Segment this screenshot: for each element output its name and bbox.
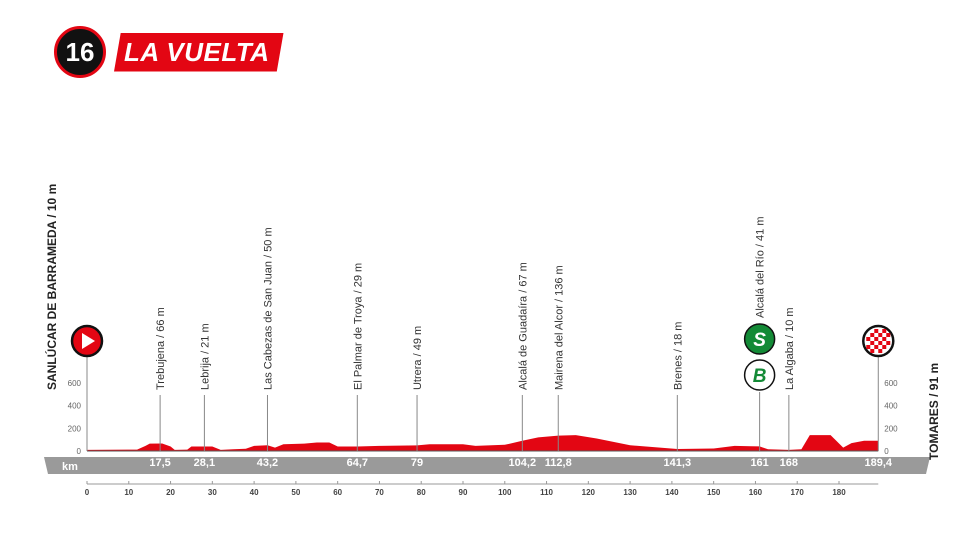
sprint-icon-letter: S xyxy=(753,330,766,351)
x-tick-label: 10 xyxy=(124,488,133,497)
x-tick-label: 120 xyxy=(582,488,596,497)
waypoint-km: 104,2 xyxy=(509,457,537,469)
checker-square xyxy=(866,345,871,349)
x-tick-label: 130 xyxy=(623,488,637,497)
checker-square xyxy=(882,329,887,333)
waypoint-km: 79 xyxy=(411,457,423,469)
waypoint-km: 112,8 xyxy=(545,457,572,469)
waypoint-name: La Algaba / 10 m xyxy=(784,307,796,390)
waypoint-km: 168 xyxy=(780,457,798,469)
waypoint-name: El Palmar de Troya / 29 m xyxy=(352,263,364,390)
play-icon xyxy=(82,333,95,349)
stage-number-badge: 16 xyxy=(54,26,106,78)
x-tick-label: 70 xyxy=(375,488,384,497)
waypoint-name: Brenes / 18 m xyxy=(672,322,684,390)
y-tick-label: 200 xyxy=(68,424,82,433)
km-band xyxy=(44,457,930,474)
elevation-profile xyxy=(87,435,879,451)
x-tick-label: 20 xyxy=(166,488,175,497)
waypoint-name: Lebrija / 21 m xyxy=(199,323,211,390)
waypoint-name: Utrera / 49 m xyxy=(412,326,424,390)
y-tick-label: 200 xyxy=(884,424,898,433)
x-tick-label: 30 xyxy=(208,488,217,497)
waypoint-km: 17,5 xyxy=(149,457,170,469)
y-tick-label: 0 xyxy=(77,447,82,456)
x-tick-label: 180 xyxy=(832,488,846,497)
waypoint-km: 43,2 xyxy=(257,457,278,469)
checker-square xyxy=(874,329,879,333)
waypoint-km: 141,3 xyxy=(664,457,692,469)
x-tick-label: 140 xyxy=(665,488,679,497)
bonus-icon-letter: B xyxy=(753,366,767,387)
checker-square xyxy=(882,345,887,349)
x-tick-label: 150 xyxy=(707,488,721,497)
y-tick-label: 400 xyxy=(68,402,82,411)
x-tick-label: 60 xyxy=(333,488,342,497)
checker-square xyxy=(874,337,879,341)
checker-square xyxy=(874,345,879,349)
checker-square xyxy=(866,337,871,341)
waypoint-name: Alcalá del Río / 41 m xyxy=(755,217,767,319)
waypoint-km: 189,4 xyxy=(865,457,893,469)
brand-logo: LA VUELTA xyxy=(114,32,284,72)
finish-label: TOMARES / 91 m xyxy=(927,363,941,460)
y-tick-label: 0 xyxy=(884,447,889,456)
checker-square xyxy=(870,341,875,345)
waypoint-km: 161 xyxy=(750,457,768,469)
la-vuelta-logo: 16 LA VUELTA xyxy=(54,26,284,78)
x-tick-label: 0 xyxy=(85,488,90,497)
checker-square xyxy=(886,333,891,337)
x-tick-label: 110 xyxy=(540,488,553,497)
y-tick-label: 400 xyxy=(884,402,898,411)
waypoint-name: Alcalá de Guadaíra / 67 m xyxy=(517,262,529,390)
checker-square xyxy=(886,341,891,345)
waypoint-km: 28,1 xyxy=(194,457,215,469)
x-tick-label: 90 xyxy=(459,488,468,497)
waypoint-name: Trebujena / 66 m xyxy=(155,307,167,390)
waypoint-name: Mairena del Alcor / 136 m xyxy=(553,265,565,390)
x-tick-label: 50 xyxy=(291,488,300,497)
x-tick-label: 160 xyxy=(749,488,763,497)
checker-square xyxy=(878,349,883,353)
checker-square xyxy=(878,341,883,345)
waypoint-name: Las Cabezas de San Juan / 50 m xyxy=(262,227,274,390)
start-label: SANLÚCAR DE BARRAMEDA / 10 m xyxy=(44,184,59,390)
y-tick-label: 600 xyxy=(68,379,82,388)
y-tick-label: 600 xyxy=(884,379,898,388)
x-tick-label: 40 xyxy=(250,488,259,497)
checker-square xyxy=(878,333,883,337)
x-tick-label: 100 xyxy=(498,488,512,497)
sprint-icon xyxy=(743,323,776,355)
x-tick-label: 170 xyxy=(791,488,805,497)
checker-square xyxy=(870,333,875,337)
checker-square xyxy=(882,337,887,341)
km-label: km xyxy=(62,461,78,473)
checker-square xyxy=(870,349,875,353)
x-tick-label: 80 xyxy=(417,488,426,497)
bonus-icon xyxy=(743,359,776,391)
waypoint-km: 64,7 xyxy=(347,457,368,469)
